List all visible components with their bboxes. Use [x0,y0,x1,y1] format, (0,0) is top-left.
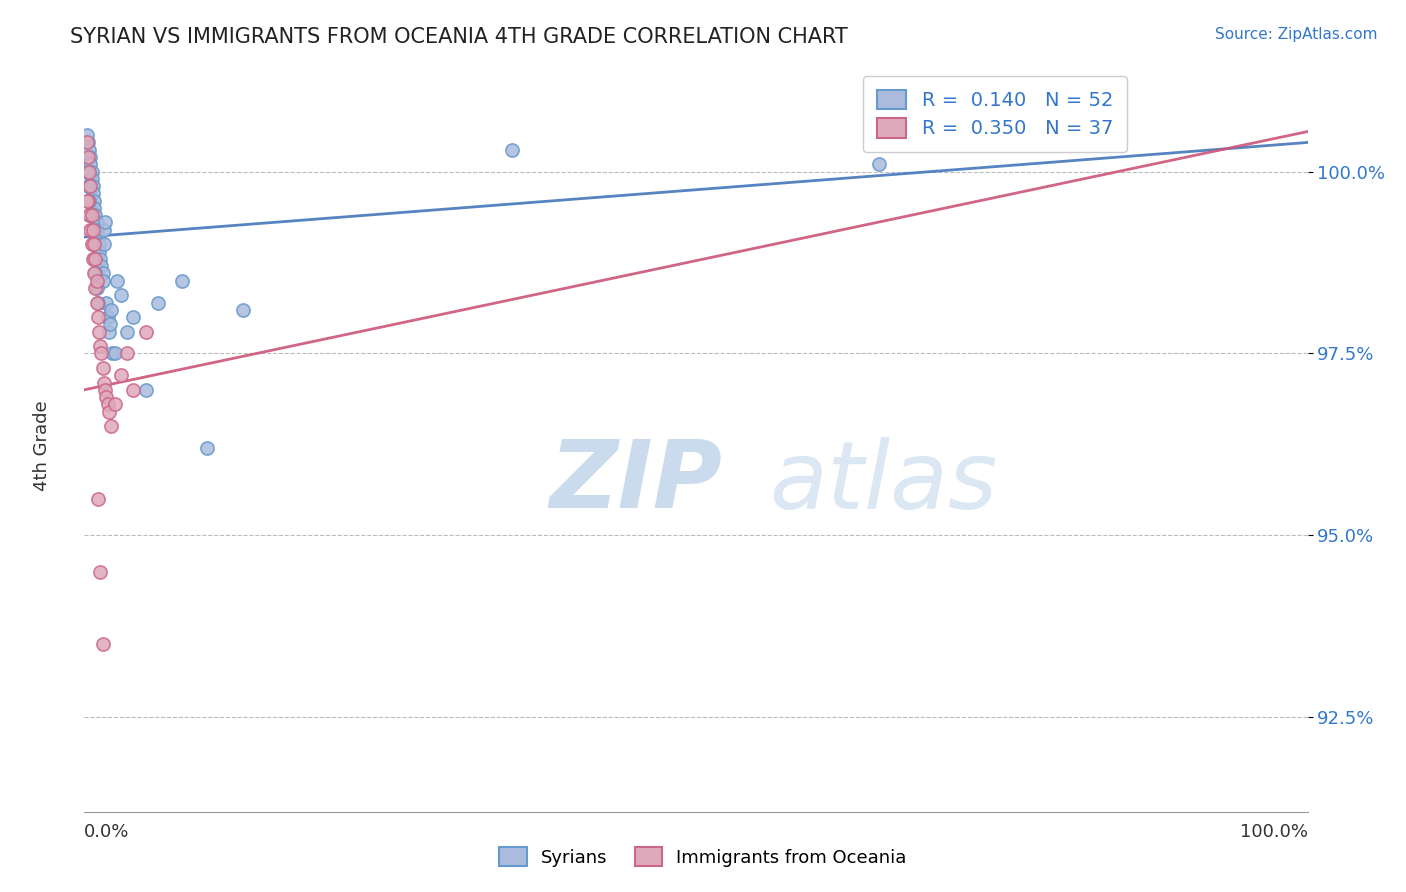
Point [115,346,138,360]
Text: Source: ZipAtlas.com: Source: ZipAtlas.com [1215,27,1378,42]
Point [91,274,114,288]
Point [146,295,169,310]
Point [76,164,98,178]
Point [83,267,105,281]
Point [97,397,120,411]
Point [100,302,122,317]
Point [83,194,105,208]
Point [96,295,118,310]
Point [91,361,114,376]
Point [83,252,105,266]
Point [77,194,100,208]
Point [86,274,108,288]
Point [82,237,104,252]
Legend: Syrians, Immigrants from Oceania: Syrians, Immigrants from Oceania [492,840,914,874]
Point [87,230,110,244]
Point [869,157,891,171]
Point [82,223,104,237]
Point [101,346,124,360]
Point [86,281,108,295]
Point [84,281,107,295]
Point [87,491,110,506]
Point [91,267,114,281]
Point [97,310,120,324]
Text: 0.0%: 0.0% [84,822,129,840]
Point [77,136,100,150]
Point [93,237,115,252]
Point [110,288,132,302]
Point [502,143,524,157]
Point [91,637,114,651]
Point [77,194,100,208]
Point [93,223,115,237]
Point [94,215,117,229]
Point [86,295,108,310]
Point [86,223,108,237]
Point [84,267,107,281]
Point [98,318,121,332]
Point [100,419,122,434]
Point [80,208,103,222]
Point [87,295,110,310]
Point [172,274,194,288]
Point [76,194,98,208]
Point [80,223,103,237]
Point [84,208,107,222]
Point [96,390,118,404]
Point [105,274,128,288]
Text: ZIP: ZIP [550,436,723,528]
Text: 4th Grade: 4th Grade [34,401,51,491]
Text: 100.0%: 100.0% [1240,822,1308,840]
Point [195,441,218,455]
Point [135,325,157,339]
Point [115,325,138,339]
Point [76,128,98,143]
Point [82,186,104,201]
Point [89,565,111,579]
Point [77,208,100,222]
Point [79,223,101,237]
Point [79,150,101,164]
Text: SYRIAN VS IMMIGRANTS FROM OCEANIA 4TH GRADE CORRELATION CHART: SYRIAN VS IMMIGRANTS FROM OCEANIA 4TH GR… [70,27,848,46]
Point [97,404,120,418]
Point [89,339,111,353]
Point [79,179,101,194]
Point [77,143,100,157]
Point [104,397,127,411]
Point [232,302,254,317]
Point [122,383,145,397]
Point [94,383,117,397]
Point [93,376,115,390]
Legend: R =  0.140   N = 52, R =  0.350   N = 37: R = 0.140 N = 52, R = 0.350 N = 37 [863,76,1126,152]
Text: atlas: atlas [769,436,998,527]
Point [135,383,157,397]
Point [79,157,101,171]
Point [84,252,107,266]
Point [86,215,108,229]
Point [110,368,132,383]
Point [104,346,127,360]
Point [97,325,120,339]
Point [80,237,103,252]
Point [87,237,110,252]
Point [79,208,101,222]
Point [80,164,103,178]
Point [87,310,110,324]
Point [122,310,145,324]
Point [77,179,100,194]
Point [80,171,103,186]
Point [87,325,110,339]
Point [77,150,100,164]
Point [89,252,111,266]
Point [83,237,105,252]
Point [82,179,104,194]
Point [90,346,112,360]
Point [77,164,100,178]
Point [83,201,105,215]
Point [82,252,104,266]
Point [87,244,110,259]
Point [76,136,98,150]
Point [90,259,112,273]
